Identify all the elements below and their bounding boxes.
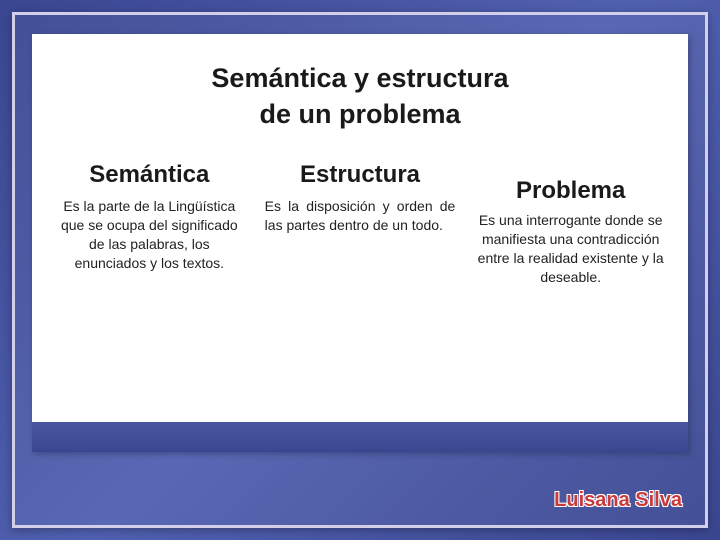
content-panel: Semántica y estructura de un problema Se…: [32, 34, 688, 452]
column-heading: Estructura: [261, 161, 460, 189]
column-heading: Problema: [471, 177, 670, 205]
footer-band: [32, 422, 688, 452]
author-name: Luisana Silva: [554, 489, 682, 512]
title-line-1: Semántica y estructura: [32, 60, 688, 96]
columns-row: Semántica Es la parte de la Lingüística …: [32, 151, 688, 287]
title-block: Semántica y estructura de un problema: [32, 34, 688, 151]
column-body: Es la disposición y orden de las partes …: [261, 197, 460, 235]
column-estructura: Estructura Es la disposición y orden de …: [261, 161, 460, 287]
column-problema: Problema Es una interrogante donde se ma…: [471, 161, 670, 287]
column-semantica: Semántica Es la parte de la Lingüística …: [50, 161, 249, 287]
column-body: Es una interrogante donde se manifiesta …: [471, 211, 670, 287]
column-body: Es la parte de la Lingüística que se ocu…: [50, 197, 249, 273]
column-heading: Semántica: [50, 161, 249, 189]
title-line-2: de un problema: [32, 96, 688, 132]
